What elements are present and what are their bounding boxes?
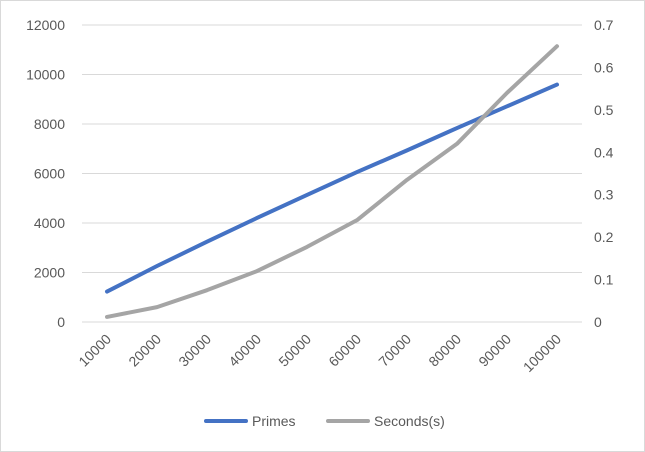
x-tick-label: 90000 <box>475 331 514 370</box>
x-tick-label: 80000 <box>425 331 464 370</box>
x-axis-ticks: 10000 20000 30000 40000 50000 60000 70000 80000… <box>75 331 564 375</box>
left-tick-label: 6000 <box>34 166 65 182</box>
x-tick-label: 20000 <box>125 331 164 370</box>
right-tick-label: 0.1 <box>594 272 614 288</box>
legend: Primes Seconds(s) <box>204 413 445 429</box>
left-axis-ticks: 0 2000 4000 6000 8000 10000 12000 <box>26 17 65 330</box>
left-tick-label: 4000 <box>34 215 65 231</box>
x-tick-label: 30000 <box>175 331 214 370</box>
right-tick-label: 0.6 <box>594 59 614 75</box>
left-tick-label: 10000 <box>26 67 65 83</box>
right-tick-label: 0.5 <box>594 102 614 118</box>
x-tick-label: 40000 <box>225 331 264 370</box>
x-tick-label: 50000 <box>275 331 314 370</box>
x-tick-label: 10000 <box>75 331 114 370</box>
left-tick-label: 8000 <box>34 116 65 132</box>
series-lines <box>105 44 559 319</box>
left-tick-label: 0 <box>57 314 65 330</box>
series-line-primes <box>105 82 559 294</box>
x-tick-label: 100000 <box>520 331 564 375</box>
legend-label-primes: Primes <box>252 413 296 429</box>
right-tick-label: 0.3 <box>594 187 614 203</box>
right-axis-ticks: 0 0.1 0.2 0.3 0.4 0.5 0.6 0.7 <box>594 17 614 330</box>
left-tick-label: 2000 <box>34 265 65 281</box>
series-line-seconds-s <box>105 44 559 319</box>
right-tick-label: 0.2 <box>594 229 614 245</box>
gridlines <box>82 24 582 323</box>
left-tick-label: 12000 <box>26 17 65 33</box>
x-tick-label: 60000 <box>325 331 364 370</box>
right-tick-label: 0.4 <box>594 144 614 160</box>
right-tick-label: 0.7 <box>594 17 614 33</box>
legend-label-seconds-s: Seconds(s) <box>374 413 445 429</box>
right-tick-label: 0 <box>594 314 602 330</box>
x-tick-label: 70000 <box>375 331 414 370</box>
